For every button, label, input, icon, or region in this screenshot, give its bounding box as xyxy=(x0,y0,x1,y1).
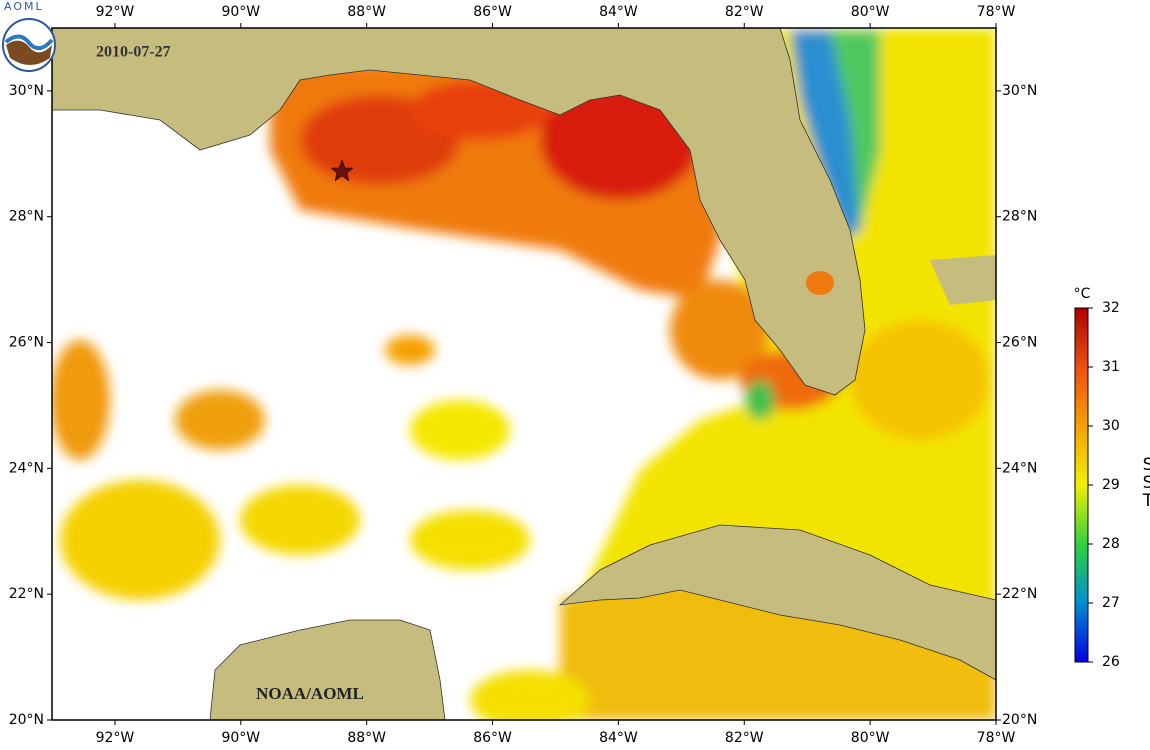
x-tick-label: 78°W xyxy=(977,4,1016,20)
map-frame xyxy=(51,27,997,721)
date-label: 2010-07-27 xyxy=(96,44,171,61)
colorbar-tick-label: 28 xyxy=(1102,536,1120,552)
y-tick-label: 24°N xyxy=(1002,460,1037,476)
colorbar-tick-label: 27 xyxy=(1102,595,1120,611)
y-tick-label: 20°N xyxy=(9,712,44,728)
x-tick-label: 80°W xyxy=(851,4,890,20)
x-tick-label: 86°W xyxy=(473,4,512,20)
x-tick-label: 80°W xyxy=(851,730,890,746)
logo-land xyxy=(6,40,52,65)
y-tick-label: 30°N xyxy=(1002,83,1037,99)
x-tick-label: 82°W xyxy=(725,730,764,746)
x-tick-label: 90°W xyxy=(221,4,260,20)
y-tick-label: 26°N xyxy=(1002,335,1037,351)
colorbar-label: SST xyxy=(1138,455,1150,509)
colorbar-tick-label: 32 xyxy=(1102,300,1120,316)
credit-label: NOAA/AOML xyxy=(256,684,364,703)
colorbar-tick-label: 29 xyxy=(1102,477,1120,493)
y-tick-label: 22°N xyxy=(9,586,44,602)
y-tick-label: 28°N xyxy=(9,209,44,225)
x-tick-label: 84°W xyxy=(599,730,638,746)
colorbar xyxy=(1074,307,1089,663)
sst-field xyxy=(52,28,996,720)
y-tick-label: 20°N xyxy=(1002,712,1037,728)
colorbar-unit: °C xyxy=(1074,286,1091,302)
y-tick-label: 30°N xyxy=(9,83,44,99)
x-tick-label: 84°W xyxy=(599,4,638,20)
x-tick-label: 86°W xyxy=(473,730,512,746)
y-tick-label: 28°N xyxy=(1002,209,1037,225)
x-tick-label: 88°W xyxy=(347,4,386,20)
colorbar-tick-label: 26 xyxy=(1102,654,1120,670)
logo-text: AOML xyxy=(4,0,44,13)
y-tick-label: 24°N xyxy=(9,460,44,476)
y-tick-label: 22°N xyxy=(1002,586,1037,602)
colorbar-tick-label: 31 xyxy=(1102,359,1120,375)
x-tick-label: 78°W xyxy=(977,730,1016,746)
logo-wave xyxy=(4,34,54,51)
x-tick-label: 92°W xyxy=(96,730,135,746)
x-tick-label: 92°W xyxy=(96,4,135,20)
colorbar-tick-label: 30 xyxy=(1102,418,1120,434)
x-tick-label: 90°W xyxy=(221,730,260,746)
x-tick-label: 88°W xyxy=(347,730,386,746)
y-tick-label: 26°N xyxy=(9,335,44,351)
x-tick-label: 82°W xyxy=(725,4,764,20)
